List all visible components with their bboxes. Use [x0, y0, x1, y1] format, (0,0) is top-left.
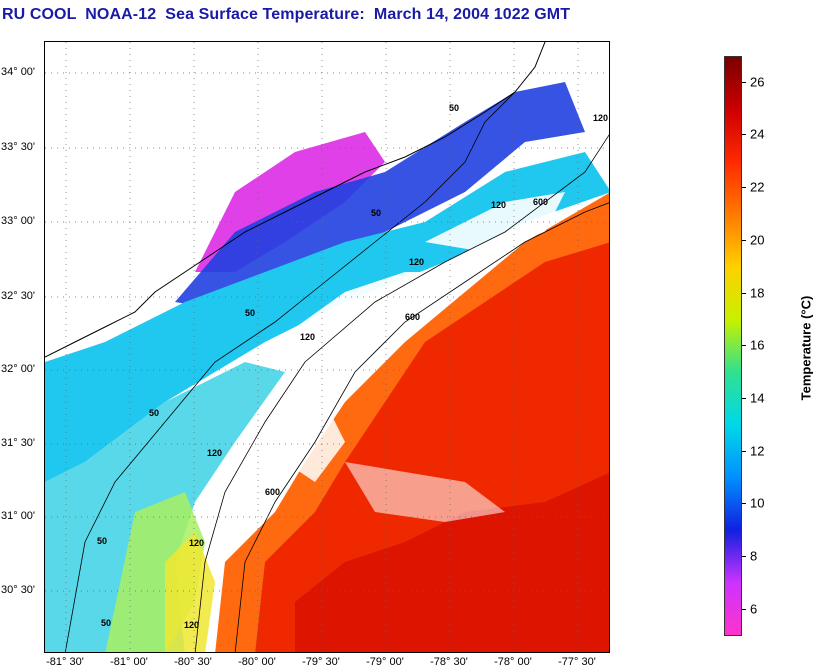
cold-water-blue [175, 82, 585, 312]
contour-label: 50 [149, 408, 159, 418]
colorbar-tick-label: 26 [750, 74, 765, 90]
cloud-gap-4 [345, 462, 505, 522]
colorbar-tick [742, 187, 746, 188]
colorbar-tick-label: 14 [750, 390, 765, 406]
lat-label: 31° 00' [1, 510, 36, 522]
contour-label: 120 [593, 113, 608, 123]
contour-label: 120 [300, 332, 315, 342]
colorbar-tick [742, 556, 746, 557]
contour-label: 50 [101, 618, 111, 628]
lat-label: 32° 30' [1, 290, 36, 302]
temperature-colorbar [724, 56, 742, 636]
latitude-axis: 34° 00' 33° 30' 33° 00' 32° 30' 32° 00' … [0, 0, 44, 672]
map-title: RU COOL NOAA-12 Sea Surface Temperature:… [2, 6, 571, 23]
coastline [45, 42, 546, 358]
contour-label: 120 [409, 257, 424, 267]
lon-label: -79° 00' [366, 656, 404, 668]
cloud-gap-6 [45, 42, 609, 342]
contour-label: 600 [533, 197, 548, 207]
colorbar-tick-label: 16 [750, 337, 765, 353]
contour-label: 50 [371, 208, 381, 218]
colorbar-tick-label: 6 [750, 601, 758, 617]
contour-120m [194, 134, 609, 652]
contour-600m [234, 202, 609, 652]
contour-label: 600 [405, 312, 420, 322]
colorbar-tick [742, 134, 746, 135]
contour-50m [64, 91, 516, 652]
graticule [45, 42, 609, 652]
colorbar-tick [742, 609, 746, 610]
colorbar-tick-label: 22 [750, 179, 765, 195]
sst-image: 50 50 120 120 600 50 120 600 120 50 50 1… [45, 42, 609, 652]
colorbar-tick [742, 503, 746, 504]
lon-label: -79° 30' [302, 656, 340, 668]
contour-label: 50 [449, 103, 459, 113]
contour-label: 50 [245, 308, 255, 318]
colorbar-tick [742, 398, 746, 399]
contour-label: 120 [207, 448, 222, 458]
colorbar-tick-label: 12 [750, 443, 765, 459]
contour-label: 120 [491, 200, 506, 210]
lat-label: 33° 30' [1, 141, 36, 153]
lat-label: 30° 30' [1, 584, 36, 596]
lat-label: 33° 00' [1, 215, 36, 227]
lon-label: -80° 30' [174, 656, 212, 668]
lat-label: 32° 00' [1, 363, 36, 375]
lat-label: 31° 30' [1, 437, 36, 449]
lon-label: -77° 30' [558, 656, 596, 668]
colorbar-tick [742, 293, 746, 294]
lon-label: -78° 30' [430, 656, 468, 668]
colorbar-tick [742, 451, 746, 452]
cloud-gap-1 [275, 272, 445, 372]
lat-label: 34° 00' [1, 66, 36, 78]
contour-label: 120 [189, 538, 204, 548]
colorbar-tick-label: 10 [750, 495, 765, 511]
colorbar-tick-label: 20 [750, 232, 765, 248]
colorbar-tick [742, 240, 746, 241]
cloud-gap-5 [215, 442, 275, 522]
sst-map[interactable]: 50 50 120 120 600 50 120 600 120 50 50 1… [44, 41, 610, 653]
lon-label: -81° 00' [110, 656, 148, 668]
contour-label: 600 [265, 487, 280, 497]
colorbar-tick [742, 345, 746, 346]
lon-label: -80° 00' [238, 656, 276, 668]
contour-label: 50 [97, 536, 107, 546]
nearshore-yellow [165, 532, 215, 652]
colorbar-title: Temperature (°C) [798, 295, 814, 401]
warm-core-red [295, 472, 609, 652]
contour-label: 120 [184, 620, 199, 630]
colorbar-tick-label: 8 [750, 548, 758, 564]
colorbar-tick-label: 24 [750, 126, 765, 142]
colorbar-tick-label: 18 [750, 285, 765, 301]
lon-label: -81° 30' [46, 656, 84, 668]
lon-label: -78° 00' [494, 656, 532, 668]
colorbar-tick [742, 82, 746, 83]
